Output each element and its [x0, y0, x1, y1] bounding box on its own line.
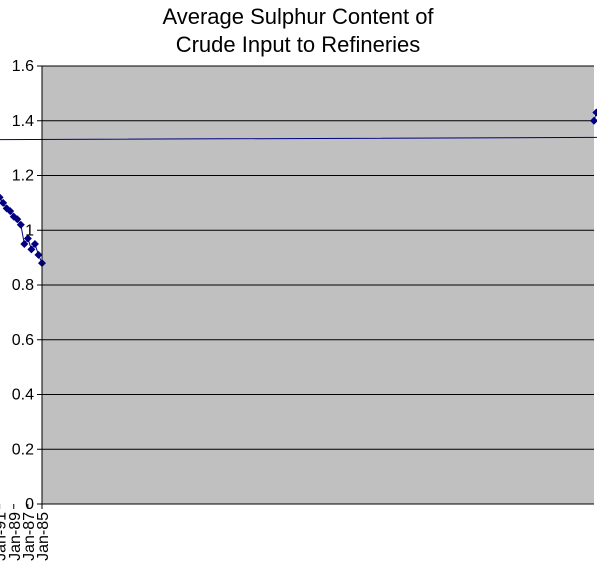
data-point-marker	[2, 204, 11, 213]
y-tick-label: 1	[25, 222, 34, 239]
data-point-marker	[16, 220, 25, 229]
y-axis-tick-labels: 0 0.2 0.4 0.6 0.8 1 1.2 1.4 1.6	[12, 58, 34, 513]
x-tick-label: Jan-91	[0, 512, 10, 561]
y-tick-label: 1.2	[12, 168, 34, 185]
data-point-marker	[13, 215, 22, 224]
y-tick-label: 0.8	[12, 277, 34, 294]
data-point-marker	[592, 108, 597, 117]
x-tick-label: Jan-87	[21, 512, 38, 561]
chart-title: Average Sulphur Content of Crude Input t…	[162, 4, 434, 57]
y-tick-label: 0.6	[12, 332, 34, 349]
axes	[0, 65, 594, 509]
y-tick-label: 1.6	[12, 58, 34, 75]
data-point-marker	[9, 212, 18, 221]
data-point-marker	[27, 245, 36, 254]
x-axis-tick-labels: Jan-85Jan-87Jan-89Jan-91Jan-93Jan-95Jan-…	[0, 512, 52, 561]
data-point-marker	[34, 250, 43, 259]
data-point-marker	[20, 239, 29, 248]
data-point-marker	[0, 198, 8, 207]
data-point-marker	[23, 234, 32, 243]
chart-title-line-2: Crude Input to Refineries	[176, 32, 421, 57]
y-tick-label: 0.4	[12, 387, 34, 404]
data-point-marker	[590, 116, 597, 125]
y-tick-label: 1.4	[12, 113, 34, 130]
x-tick-label: Jan-89	[7, 512, 24, 561]
data-point-marker	[0, 193, 4, 202]
y-tick-label: 0	[25, 496, 34, 513]
y-tick-label: 0.2	[12, 441, 34, 458]
data-point-marker	[30, 239, 39, 248]
x-tick-label: Jan-85	[35, 512, 52, 561]
chart-title-line-1: Average Sulphur Content of	[162, 4, 434, 29]
